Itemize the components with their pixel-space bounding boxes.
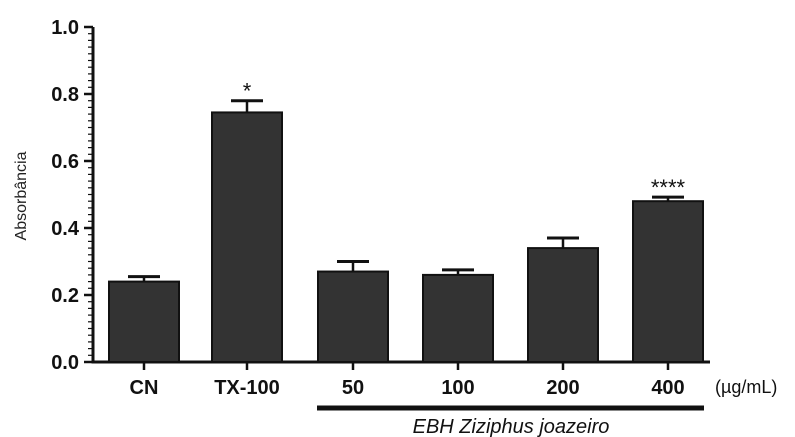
y-tick-label: 0.6 bbox=[51, 151, 79, 173]
x-tick-label: CN bbox=[130, 377, 159, 399]
y-tick-label: 0.4 bbox=[51, 218, 80, 240]
unit-label: (µg/mL) bbox=[715, 377, 777, 397]
y-axis-label: Absorbância bbox=[13, 151, 30, 240]
bar bbox=[317, 270, 389, 363]
x-tick-label: 100 bbox=[441, 377, 474, 399]
y-tick-label: 0.0 bbox=[51, 352, 79, 374]
x-tick-label: TX-100 bbox=[214, 377, 280, 399]
bar bbox=[527, 247, 599, 364]
group-annotation: EBH Ziziphus joazeiro bbox=[317, 405, 704, 437]
y-tick-label: 0.8 bbox=[51, 84, 79, 106]
bar bbox=[211, 111, 283, 363]
bar bbox=[422, 273, 494, 363]
bars bbox=[108, 99, 704, 364]
bar bbox=[632, 200, 704, 363]
x-tick-label: 400 bbox=[651, 377, 684, 399]
significance-label: * bbox=[243, 79, 252, 104]
x-tick-label: 50 bbox=[342, 377, 364, 399]
y-tick-label: 0.2 bbox=[51, 285, 79, 307]
bar bbox=[108, 280, 180, 364]
x-tick-label: 200 bbox=[546, 377, 579, 399]
group-label: EBH Ziziphus joazeiro bbox=[413, 416, 610, 437]
y-tick-label: 1.0 bbox=[51, 17, 79, 39]
axes: 0.0 0.2 0.4 0.6 0.8 1.0 bbox=[51, 17, 710, 374]
labels: CN TX-100 * 50 100 200 400 **** bbox=[130, 79, 686, 399]
significance-label: **** bbox=[651, 175, 686, 200]
